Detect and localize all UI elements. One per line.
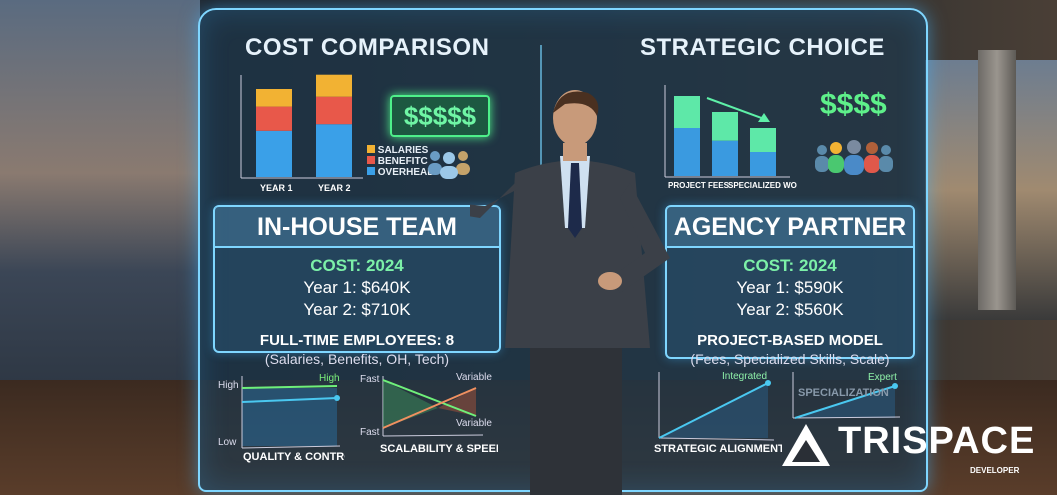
cost-bar-chart: YEAR 1 YEAR 2	[240, 74, 363, 193]
tick-fast-bottom: Fast	[360, 427, 380, 438]
card-heading: AGENCY PARTNER	[667, 207, 913, 248]
pillar	[978, 50, 1016, 310]
tick-high: High	[218, 380, 239, 391]
left-title: COST COMPARISON	[245, 34, 490, 61]
label-variable-bottom: Variable	[456, 418, 492, 429]
card-detail: (Salaries, Benefits, OH, Tech)	[264, 351, 450, 367]
logo-sub: DEVELOPER	[970, 466, 1020, 475]
bar-top	[712, 112, 738, 141]
specialization-chart: Expert SPECIALIZATION	[792, 372, 901, 419]
bar-bottom	[750, 152, 776, 176]
bar-benefitc	[256, 106, 292, 131]
chart-label: QUALITY & CONTROL	[243, 451, 345, 463]
tick-fast-top: Fast	[360, 374, 380, 385]
quality-control-chart: High Low High QUALITY & CONTROL	[218, 373, 345, 463]
bar-overhead	[316, 124, 352, 177]
line-inhouse	[241, 385, 338, 389]
bar-overhead	[256, 130, 292, 177]
bar-salaries	[316, 74, 352, 97]
label-expert: Expert	[868, 372, 897, 383]
card-year1: Year 1: $590K	[736, 278, 844, 297]
legend-salaries: SALARIES	[367, 145, 434, 156]
card-heading: IN-HOUSE TEAM	[215, 207, 499, 248]
team-icon	[428, 151, 470, 179]
card-model: PROJECT-BASED MODEL	[697, 332, 883, 349]
bar-top	[674, 96, 700, 128]
bar-bottom	[712, 140, 738, 176]
bar-bottom	[674, 128, 700, 176]
line-agency	[241, 397, 338, 403]
chart-label: STRATEGIC ALIGNMENT	[654, 443, 782, 455]
label-integrated: Integrated	[722, 371, 767, 382]
dollar-signs: $$$$	[820, 88, 887, 121]
card-model: FULL-TIME EMPLOYEES: 8	[259, 332, 455, 349]
presenter-man	[470, 90, 670, 495]
legend-overhead: OVERHEAD	[367, 167, 434, 178]
card-year2: Year 2: $560K	[736, 300, 844, 319]
chart-label: SPECIALIZATION	[798, 387, 889, 399]
agency-partner-card: AGENCY PARTNER COST: 2024 Year 1: $590K …	[665, 205, 915, 367]
card-detail: (Fees, Specialized Skills, Scale)	[690, 351, 890, 367]
tick-year2: YEAR 2	[318, 183, 351, 193]
label-variable-top: Variable	[456, 372, 492, 383]
legend-benefits: BENEFITC	[367, 156, 434, 167]
scalability-speed-chart: Fast Fast Variable Variable SCALABILITY …	[360, 372, 498, 455]
card-year1: Year 1: $640K	[303, 278, 411, 297]
tick-year1: YEAR 1	[260, 183, 293, 193]
people-group-icon	[815, 140, 893, 175]
legend: SALARIES BENEFITC OVERHEAD	[367, 145, 434, 178]
logo-name: TRISPACE	[838, 420, 1036, 462]
in-house-team-card: IN-HOUSE TEAM COST: 2024 Year 1: $640K Y…	[213, 205, 501, 367]
chart-label: SCALABILITY & SPEED	[380, 443, 498, 455]
money-icon: $$$$$	[390, 95, 490, 137]
tick-low: Low	[218, 437, 237, 448]
right-title: STRATEGIC CHOICE	[640, 34, 885, 61]
card-cost: COST: 2024	[743, 256, 837, 275]
tick-project-fees: PROJECT FEES	[668, 181, 730, 190]
bar-top	[750, 128, 776, 152]
strategic-bar-chart: PROJECT FEES SPECIALIZED WORK	[664, 85, 797, 190]
tick-specialized: SPECIALIZED WORK	[728, 181, 797, 190]
strategic-alignment-chart: Integrated STRATEGIC ALIGNMENT	[654, 371, 782, 455]
card-cost: COST: 2024	[310, 256, 404, 275]
bar-benefitc	[316, 96, 352, 125]
triangle-logo-icon	[782, 424, 830, 466]
card-year2: Year 2: $710K	[303, 300, 411, 319]
bar-salaries	[256, 89, 292, 107]
label-high: High	[319, 373, 340, 384]
trend-arrow	[706, 97, 768, 121]
